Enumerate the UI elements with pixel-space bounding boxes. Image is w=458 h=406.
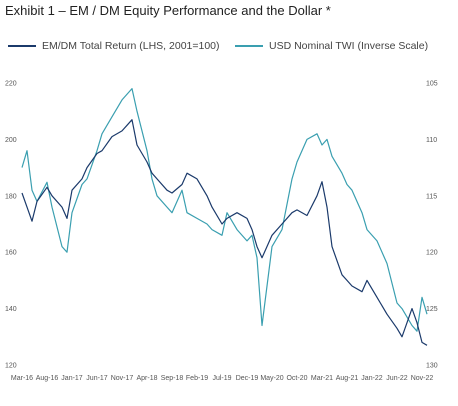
y-right-tick-label: 105 bbox=[426, 81, 438, 88]
y-left-tick-label: 160 bbox=[5, 250, 17, 257]
legend-swatch-em-dm bbox=[8, 45, 36, 47]
legend: EM/DM Total Return (LHS, 2001=100) USD N… bbox=[0, 40, 458, 56]
legend-swatch-usd-twi bbox=[235, 45, 263, 47]
legend-item-usd-twi: USD Nominal TWI (Inverse Scale) bbox=[235, 40, 428, 52]
y-right-tick-label: 115 bbox=[426, 193, 437, 200]
x-tick-label: Jun-22 bbox=[386, 375, 408, 382]
x-tick-label: Jan-22 bbox=[361, 375, 383, 382]
y-right-tick-label: 125 bbox=[426, 306, 438, 313]
x-tick-label: Mar-16 bbox=[11, 375, 33, 382]
x-tick-label: Oct-20 bbox=[286, 375, 307, 382]
x-tick-label: Nov-22 bbox=[411, 375, 434, 382]
x-tick-label: Mar-21 bbox=[311, 375, 333, 382]
x-tick-label: Dec-19 bbox=[236, 375, 259, 382]
x-tick-label: Jun-17 bbox=[86, 375, 108, 382]
x-tick-label: Sep-18 bbox=[161, 375, 184, 382]
series-line-usd-twi bbox=[21, 87, 428, 332]
legend-label-em-dm: EM/DM Total Return (LHS, 2001=100) bbox=[42, 40, 220, 52]
y-left-tick-label: 200 bbox=[5, 137, 17, 144]
legend-item-em-dm: EM/DM Total Return (LHS, 2001=100) bbox=[8, 40, 220, 52]
legend-label-usd-twi: USD Nominal TWI (Inverse Scale) bbox=[269, 40, 429, 52]
x-tick-label: Jul-19 bbox=[212, 375, 231, 382]
x-tick-label: Nov-17 bbox=[111, 375, 134, 382]
y-right-tick-label: 110 bbox=[426, 137, 437, 144]
x-tick-label: Aug-21 bbox=[336, 375, 359, 382]
x-tick-label: Jan-17 bbox=[61, 375, 83, 382]
y-right-tick-label: 130 bbox=[426, 363, 438, 370]
y-left-tick-label: 140 bbox=[5, 306, 17, 313]
x-tick-label: Apr-18 bbox=[136, 375, 157, 382]
y-left-tick-label: 180 bbox=[5, 193, 17, 200]
chart-title: Exhibit 1 – EM / DM Equity Performance a… bbox=[5, 3, 331, 18]
series-line-em-dm bbox=[21, 119, 428, 346]
x-tick-label: Feb-19 bbox=[186, 375, 208, 382]
x-tick-label: Aug-16 bbox=[36, 375, 59, 382]
y-right-tick-label: 120 bbox=[426, 250, 438, 257]
y-left-tick-label: 220 bbox=[5, 81, 17, 88]
x-tick-label: May-20 bbox=[260, 375, 283, 382]
y-left-tick-label: 120 bbox=[5, 363, 17, 370]
